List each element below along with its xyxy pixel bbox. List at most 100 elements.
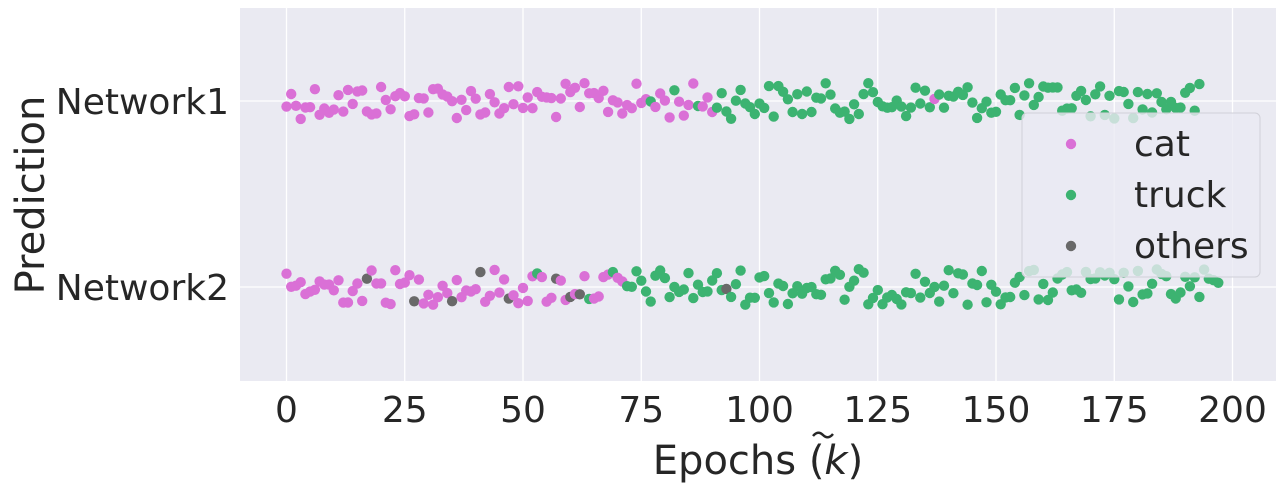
point-cat — [423, 289, 434, 300]
x-axis-title-symbol: k — [824, 438, 849, 484]
point-truck — [938, 280, 950, 291]
point-truck — [872, 284, 883, 296]
point-truck — [768, 111, 779, 122]
point-cat — [480, 107, 491, 118]
point-truck — [938, 102, 950, 113]
point-truck — [702, 286, 713, 297]
tilde-mark — [812, 431, 834, 439]
point-truck — [636, 275, 647, 286]
point-cat — [550, 111, 562, 123]
point-cat — [375, 278, 387, 289]
point-truck — [777, 280, 789, 292]
point-truck — [1113, 294, 1125, 305]
point-truck — [900, 110, 912, 122]
point-cat — [328, 285, 339, 296]
x-tick-label: 100 — [725, 390, 794, 431]
point-truck — [976, 265, 987, 277]
point-truck — [948, 288, 959, 299]
point-cat — [281, 101, 292, 112]
point-truck — [967, 97, 978, 108]
point-cat — [593, 291, 604, 302]
point-cat — [375, 81, 387, 93]
point-truck — [1075, 85, 1087, 97]
x-axis-title: Epochs (k) — [653, 438, 863, 484]
point-truck — [1066, 103, 1077, 114]
point-cat — [498, 274, 510, 285]
point-cat — [602, 106, 614, 118]
point-truck — [1123, 281, 1134, 292]
point-truck — [1137, 104, 1148, 115]
point-cat — [442, 287, 453, 299]
point-cat — [673, 96, 685, 107]
point-cat — [286, 88, 297, 100]
point-truck — [1128, 296, 1139, 308]
point-truck — [688, 292, 699, 304]
legend-marker-truck — [1065, 189, 1077, 201]
point-cat — [650, 101, 661, 113]
point-truck — [867, 292, 879, 304]
point-truck — [1184, 281, 1196, 292]
point-truck — [815, 289, 827, 300]
point-cat — [399, 91, 410, 102]
legend-label-truck: truck — [1134, 175, 1227, 216]
point-truck — [796, 108, 808, 120]
point-truck — [910, 268, 921, 279]
point-truck — [957, 89, 969, 101]
point-cat — [498, 103, 510, 114]
point-cat — [352, 278, 363, 289]
point-truck — [915, 292, 926, 303]
point-truck — [1175, 287, 1186, 298]
point-cat — [612, 97, 623, 108]
point-truck — [981, 96, 992, 107]
point-cat — [432, 292, 444, 303]
point-cat — [451, 274, 462, 286]
point-truck — [1038, 278, 1049, 290]
point-truck — [834, 269, 846, 280]
point-truck — [711, 102, 723, 113]
point-cat — [546, 292, 557, 303]
point-cat — [418, 93, 429, 104]
point-truck — [1023, 78, 1035, 89]
point-others — [409, 296, 420, 307]
point-truck — [1080, 94, 1092, 106]
point-cat — [399, 277, 410, 288]
point-cat — [357, 295, 368, 307]
point-cat — [555, 275, 566, 286]
point-cat — [404, 270, 415, 281]
point-truck — [844, 113, 855, 125]
point-truck — [1033, 91, 1044, 103]
y-tick-label: Network1 — [56, 82, 229, 123]
point-truck — [763, 287, 775, 299]
point-truck — [735, 84, 746, 96]
point-cat — [664, 112, 675, 123]
point-cat — [574, 101, 585, 113]
point-cat — [347, 98, 358, 110]
point-truck — [929, 281, 940, 293]
point-truck — [782, 298, 794, 310]
point-truck — [640, 286, 652, 297]
legend: cat truck others — [1021, 112, 1261, 278]
x-tick-labels: 0 25 50 75 100 125 150 175 200 — [275, 390, 1267, 431]
legend-box — [1021, 112, 1261, 278]
point-truck — [1075, 287, 1087, 298]
point-truck — [1090, 89, 1101, 100]
point-others — [446, 296, 458, 307]
point-cat — [517, 102, 529, 114]
point-truck — [1175, 102, 1186, 113]
point-truck — [1009, 82, 1021, 94]
x-axis-title-prefix: Epochs ( — [653, 438, 825, 484]
x-tick-label: 150 — [962, 390, 1031, 431]
point-truck — [1028, 99, 1040, 111]
point-cat — [309, 84, 321, 95]
point-truck — [1104, 90, 1115, 102]
point-truck — [815, 93, 827, 104]
point-cat — [409, 109, 420, 120]
point-cat — [484, 88, 496, 100]
point-cat — [508, 290, 519, 301]
point-others — [721, 283, 732, 295]
point-cat — [333, 90, 344, 101]
point-cat — [522, 295, 533, 307]
point-truck — [763, 80, 775, 92]
point-truck — [669, 85, 680, 96]
point-cat — [304, 102, 316, 113]
